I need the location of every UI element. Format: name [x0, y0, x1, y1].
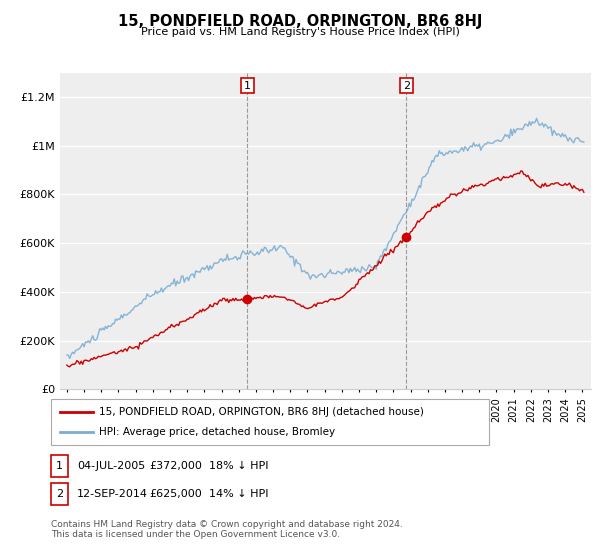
Text: 04-JUL-2005: 04-JUL-2005 [77, 461, 145, 471]
Text: HPI: Average price, detached house, Bromley: HPI: Average price, detached house, Brom… [99, 427, 335, 437]
Text: 14% ↓ HPI: 14% ↓ HPI [209, 489, 268, 499]
Text: 1: 1 [244, 81, 251, 91]
Text: 1: 1 [56, 461, 63, 471]
Text: 15, PONDFIELD ROAD, ORPINGTON, BR6 8HJ: 15, PONDFIELD ROAD, ORPINGTON, BR6 8HJ [118, 14, 482, 29]
Text: 2: 2 [56, 489, 63, 499]
Text: 15, PONDFIELD ROAD, ORPINGTON, BR6 8HJ (detached house): 15, PONDFIELD ROAD, ORPINGTON, BR6 8HJ (… [99, 407, 424, 417]
Text: Contains HM Land Registry data © Crown copyright and database right 2024.
This d: Contains HM Land Registry data © Crown c… [51, 520, 403, 539]
Text: £372,000: £372,000 [149, 461, 202, 471]
Text: £625,000: £625,000 [149, 489, 202, 499]
Text: 2: 2 [403, 81, 410, 91]
Text: 18% ↓ HPI: 18% ↓ HPI [209, 461, 268, 471]
Text: Price paid vs. HM Land Registry's House Price Index (HPI): Price paid vs. HM Land Registry's House … [140, 27, 460, 37]
Text: 12-SEP-2014: 12-SEP-2014 [77, 489, 148, 499]
